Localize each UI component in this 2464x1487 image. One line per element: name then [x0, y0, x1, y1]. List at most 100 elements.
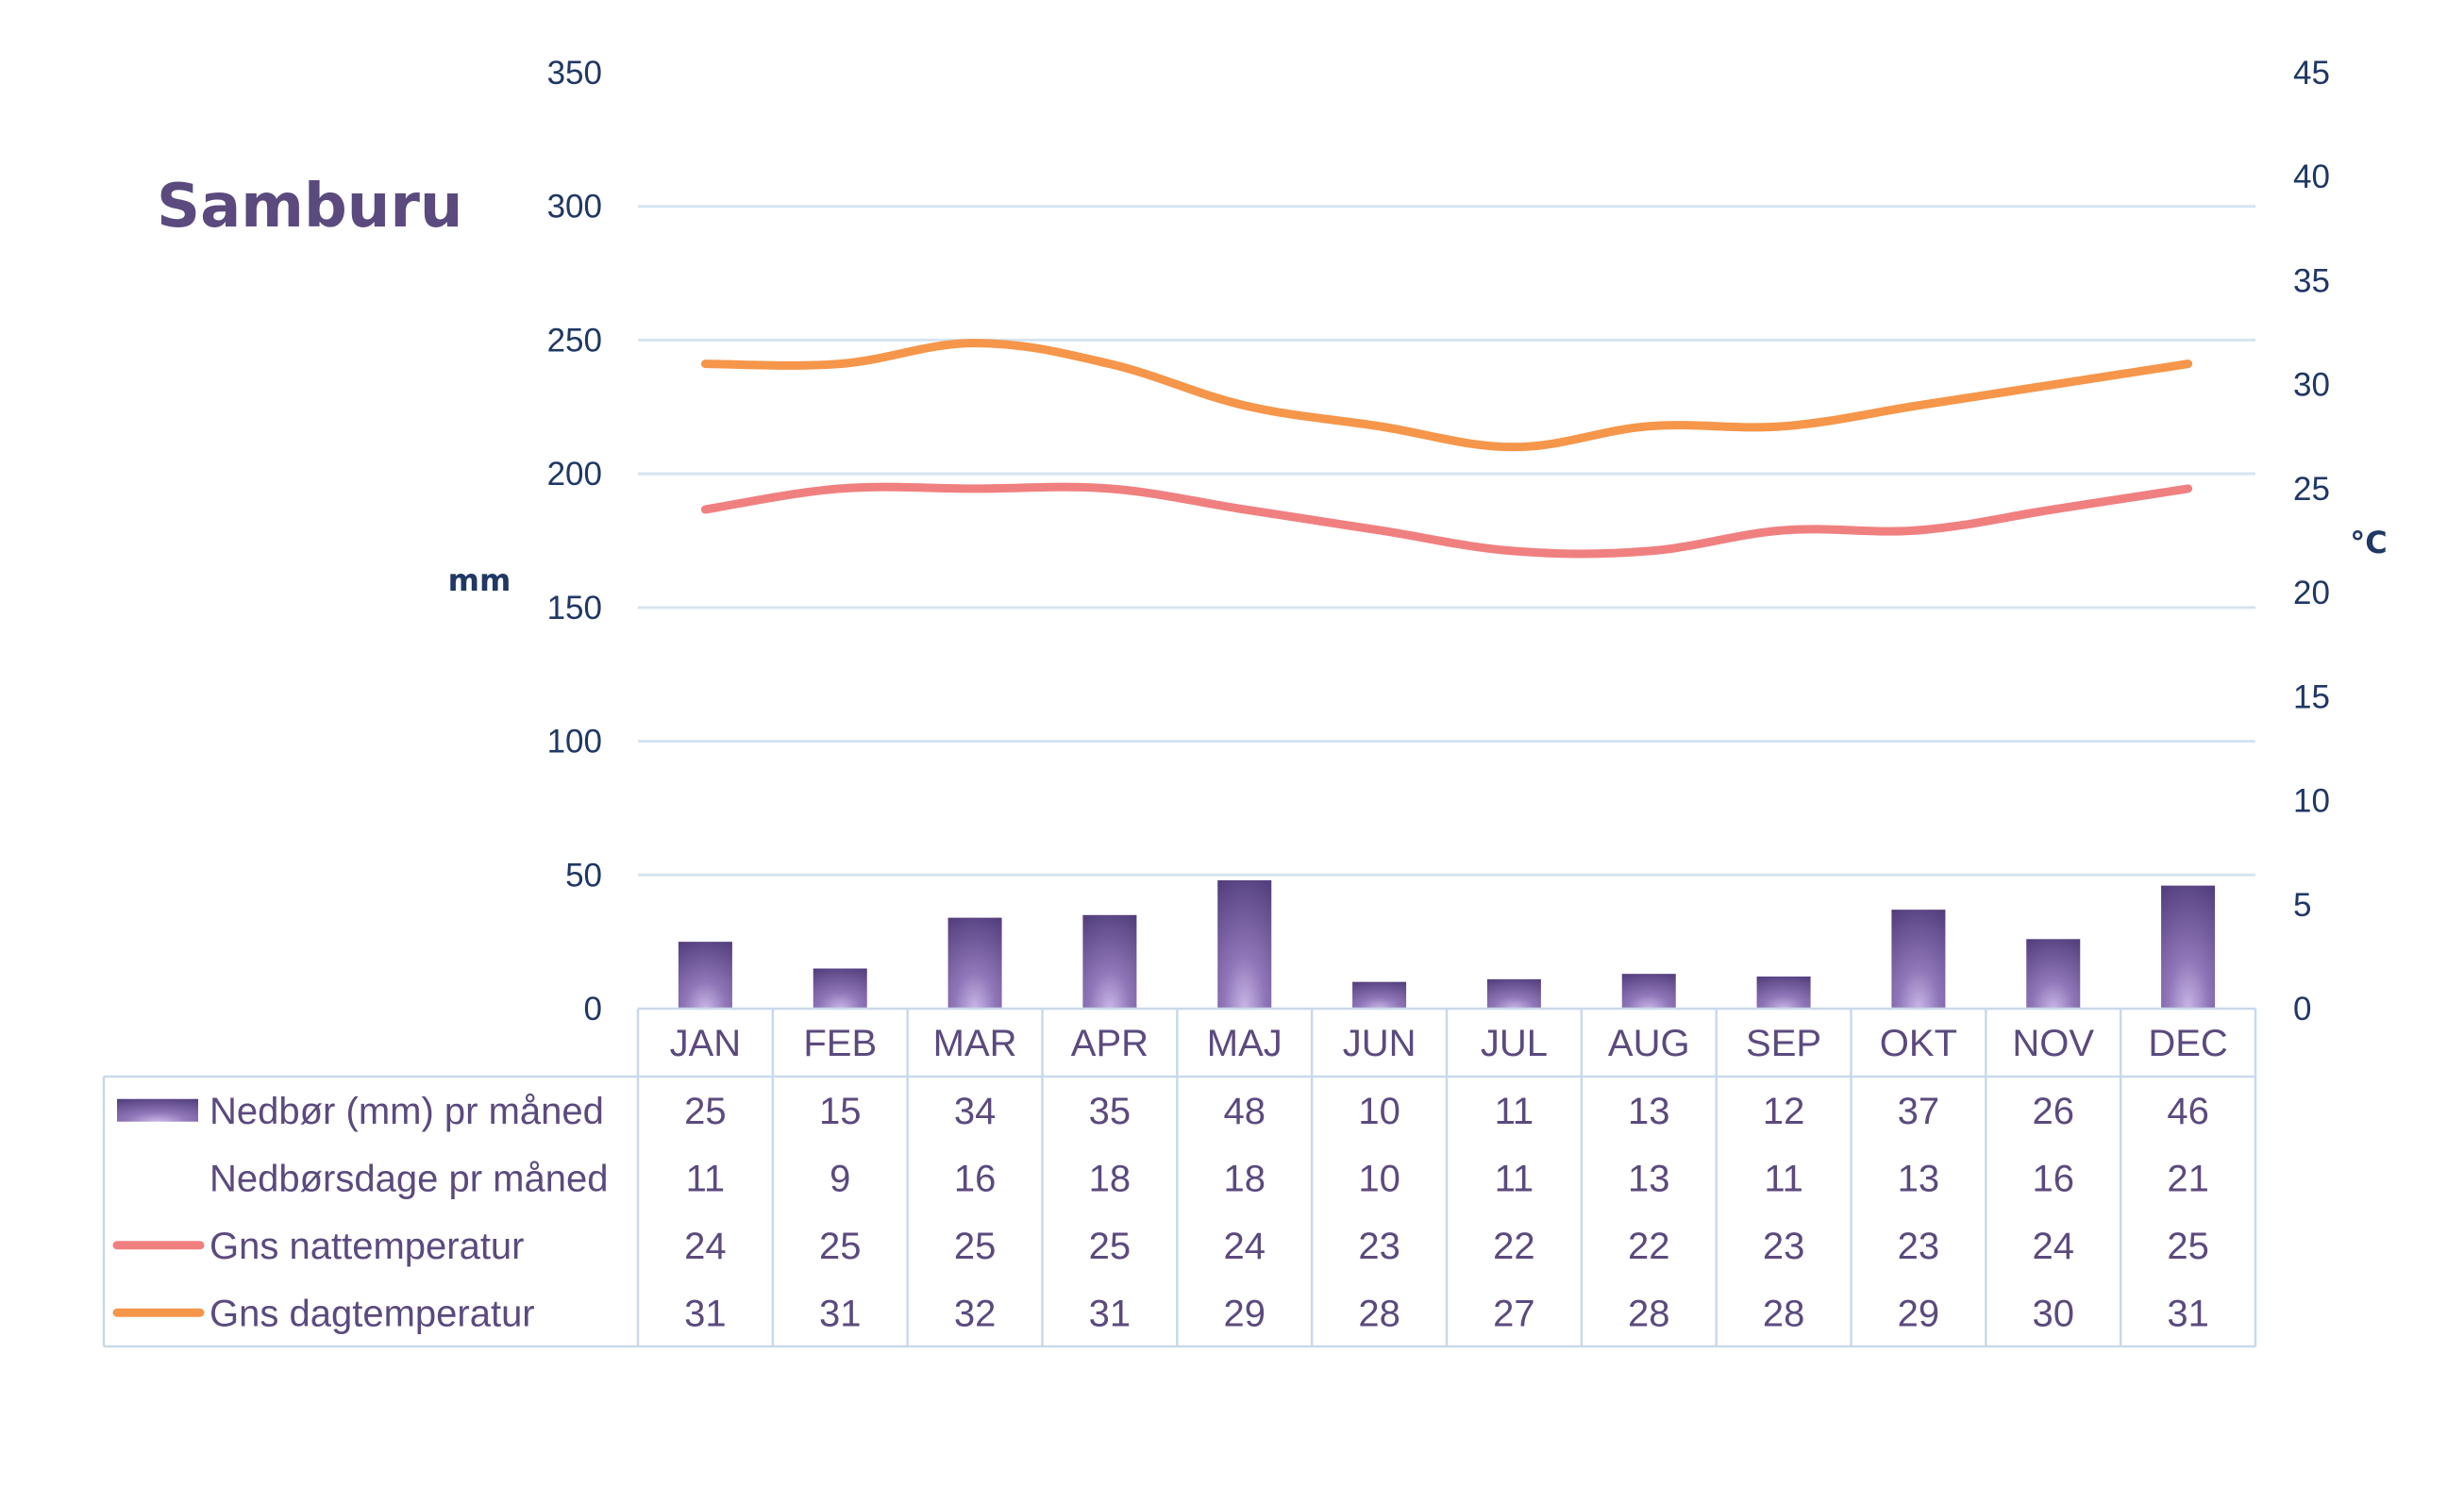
table-cell: 22 [1628, 1226, 1670, 1267]
precipitation-bar [1486, 978, 1541, 1009]
precipitation-bar [1082, 914, 1137, 1009]
category-label: DEC [2148, 1023, 2227, 1064]
table-cell: 25 [2167, 1226, 2209, 1267]
table-cell: 31 [1089, 1293, 1131, 1334]
precipitation-bar [2026, 939, 2081, 1009]
table-cell: 25 [684, 1091, 727, 1132]
y-axis-left-ticks: 0 50 100 150 200 250 300 350 [547, 55, 602, 1028]
table-cell: 25 [819, 1226, 862, 1267]
table-cell: 18 [1089, 1158, 1131, 1199]
day-temperature-line [700, 339, 2193, 452]
category-label: FEB [803, 1023, 877, 1064]
table-cell: 12 [1763, 1091, 1805, 1132]
table-cell: 30 [2033, 1293, 2075, 1334]
table-cell: 28 [1763, 1293, 1805, 1334]
precipitation-bar [813, 968, 867, 1009]
table-cell: 11 [1495, 1158, 1534, 1199]
category-label: OKT [1880, 1023, 1957, 1064]
y-axis-left-title: mm [448, 562, 511, 598]
y-axis-right-title: °C [2350, 525, 2387, 560]
table-cell: 23 [1358, 1226, 1400, 1267]
table-cell: 25 [954, 1226, 997, 1267]
table-cell: 24 [684, 1226, 727, 1267]
precipitation-bar [1352, 981, 1407, 1009]
legend-key-bar [117, 1098, 198, 1122]
table-cell: 24 [2033, 1226, 2075, 1267]
y-axis-right-tick-label: 30 [2293, 367, 2330, 404]
y-axis-left-tick-label: 50 [565, 857, 602, 894]
table-cell: 29 [1898, 1293, 1940, 1334]
table-cell: 31 [2167, 1293, 2209, 1334]
data-table: JAN FEB MAR APR MAJ JUN JUL AUG SEP OKT NOV DEC Nedb… [102, 1007, 2257, 1348]
table-cell: 37 [1898, 1091, 1940, 1132]
precipitation-bar [1756, 976, 1811, 1009]
table-cell: 28 [1358, 1293, 1400, 1334]
precipitation-bar [1621, 974, 1676, 1009]
y-axis-left-tick-label: 0 [584, 991, 602, 1028]
precipitation-bar [2161, 885, 2216, 1009]
table-row-label: Gns nattemperatur [210, 1226, 525, 1267]
y-axis-right-tick-label: 0 [2293, 991, 2311, 1028]
y-axis-right-tick-label: 35 [2293, 262, 2330, 299]
table-cell: 35 [1089, 1091, 1131, 1132]
table-row-label: Nedbør (mm) pr måned [210, 1091, 604, 1132]
y-axis-left-tick-label: 150 [547, 590, 602, 627]
table-cell: 9 [830, 1158, 850, 1199]
precipitation-bar [1217, 879, 1272, 1009]
table-cell: 11 [686, 1158, 726, 1199]
table-row-label: Gns dagtemperatur [210, 1293, 535, 1334]
y-axis-right-tick-label: 10 [2293, 783, 2330, 820]
table-cell: 15 [819, 1091, 862, 1132]
table-cell: 48 [1224, 1091, 1266, 1132]
table-row-label: Nedbørsdage pr måned [210, 1158, 608, 1199]
y-axis-right-ticks: 0 5 10 15 20 25 30 35 40 45 [2293, 55, 2330, 1028]
table-cell: 26 [2033, 1091, 2075, 1132]
table-cell: 16 [954, 1158, 997, 1199]
table-cell: 13 [1628, 1091, 1670, 1132]
table-cell: 21 [2167, 1158, 2209, 1199]
precipitation-bar [678, 942, 732, 1009]
y-axis-right-tick-label: 20 [2293, 575, 2330, 611]
category-label: JAN [670, 1023, 742, 1064]
category-label: JUN [1343, 1023, 1416, 1064]
y-axis-right-tick-label: 45 [2293, 55, 2330, 92]
gridlines [638, 205, 2255, 877]
category-label: MAR [933, 1023, 1017, 1064]
category-label: SEP [1746, 1023, 1821, 1064]
table-cell: 18 [1224, 1158, 1266, 1199]
table-cell: 10 [1358, 1158, 1400, 1199]
y-axis-left-tick-label: 200 [547, 456, 602, 493]
table-cell: 25 [1089, 1226, 1131, 1267]
table-cell: 10 [1358, 1091, 1400, 1132]
y-axis-left-tick-label: 350 [547, 55, 602, 92]
y-axis-left-tick-label: 300 [547, 189, 602, 226]
y-axis-right-tick-label: 40 [2293, 159, 2330, 195]
y-axis-left-tick-label: 250 [547, 322, 602, 359]
table-cell: 27 [1493, 1293, 1535, 1334]
table-cell: 11 [1495, 1091, 1534, 1132]
category-label: APR [1071, 1023, 1148, 1064]
precipitation-bar [1891, 910, 1946, 1009]
category-label: NOV [2012, 1023, 2094, 1064]
table-cell: 29 [1224, 1293, 1266, 1334]
table-cell: 32 [954, 1293, 997, 1334]
table-cell: 13 [1628, 1158, 1670, 1199]
table-cell: 22 [1493, 1226, 1535, 1267]
table-cell: 16 [2033, 1158, 2075, 1199]
category-label: MAJ [1207, 1023, 1282, 1064]
temperature-lines [700, 339, 2193, 559]
category-label: JUL [1481, 1023, 1548, 1064]
y-axis-right-tick-label: 5 [2293, 887, 2311, 924]
category-label: AUG [1608, 1023, 1690, 1064]
y-axis-right-tick-label: 25 [2293, 471, 2330, 508]
table-cell: 23 [1763, 1226, 1805, 1267]
night-temperature-line [700, 482, 2193, 559]
table-cell: 13 [1898, 1158, 1940, 1199]
y-axis-left-tick-label: 100 [547, 724, 602, 760]
precipitation-bars [678, 879, 2216, 1009]
table-cell: 31 [819, 1293, 862, 1334]
table-cell: 46 [2167, 1091, 2209, 1132]
y-axis-right-tick-label: 15 [2293, 678, 2330, 715]
